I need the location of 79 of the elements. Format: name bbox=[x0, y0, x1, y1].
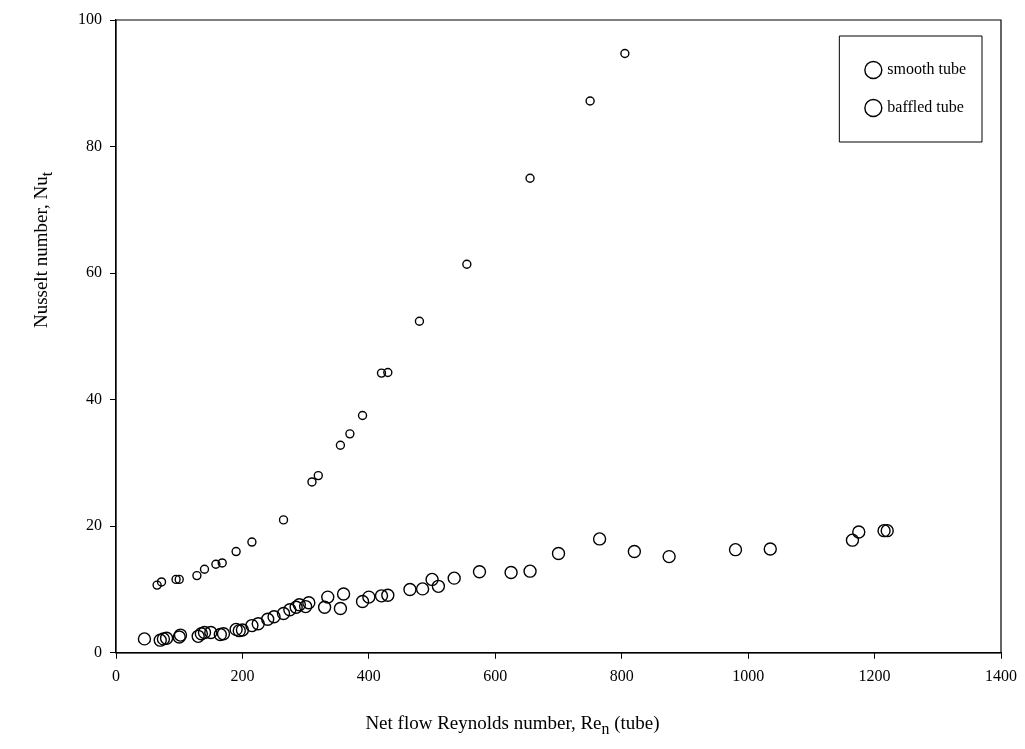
point bbox=[403, 582, 417, 597]
point bbox=[235, 623, 250, 637]
point bbox=[728, 542, 743, 557]
point bbox=[199, 564, 210, 574]
point bbox=[153, 633, 167, 647]
x-tick-label: 200 bbox=[230, 666, 255, 684]
x-tick-label: 0 bbox=[112, 666, 120, 684]
x-tick-label: 1000 bbox=[732, 666, 765, 684]
y-tick-label: 20 bbox=[86, 516, 102, 534]
point bbox=[414, 316, 425, 326]
point bbox=[313, 470, 323, 481]
x-tick-label: 1200 bbox=[858, 666, 891, 684]
point bbox=[307, 477, 317, 487]
point bbox=[333, 601, 348, 616]
point bbox=[472, 565, 487, 579]
point bbox=[335, 440, 346, 450]
point bbox=[425, 572, 439, 587]
legend-label: smooth tube bbox=[887, 60, 967, 78]
point bbox=[383, 367, 393, 378]
point bbox=[447, 571, 461, 585]
point bbox=[283, 603, 297, 617]
point bbox=[462, 259, 472, 269]
point bbox=[525, 173, 535, 183]
point bbox=[592, 532, 607, 546]
point bbox=[213, 627, 227, 642]
point bbox=[504, 565, 518, 580]
point bbox=[137, 632, 152, 646]
y-tick-label: 80 bbox=[86, 136, 102, 154]
point bbox=[231, 546, 241, 557]
legend-label: baffled tube bbox=[887, 98, 964, 116]
x-tick-label: 600 bbox=[483, 666, 508, 684]
point bbox=[362, 590, 376, 604]
point bbox=[620, 48, 630, 59]
point bbox=[551, 546, 566, 561]
point bbox=[292, 598, 307, 612]
point bbox=[852, 525, 866, 539]
point bbox=[376, 368, 387, 378]
point bbox=[204, 625, 218, 640]
point bbox=[247, 537, 257, 547]
y-tick-label: 60 bbox=[86, 263, 102, 281]
point bbox=[317, 600, 332, 614]
point bbox=[298, 599, 313, 614]
point bbox=[152, 580, 162, 590]
point bbox=[585, 96, 595, 106]
point bbox=[261, 612, 275, 626]
point bbox=[251, 616, 265, 631]
x-tick-label: 400 bbox=[356, 666, 381, 684]
point bbox=[302, 596, 316, 610]
point bbox=[321, 590, 335, 604]
point bbox=[381, 588, 395, 602]
point bbox=[523, 564, 537, 578]
y-tick-label: 100 bbox=[78, 10, 102, 28]
point bbox=[276, 606, 291, 621]
point bbox=[156, 577, 167, 587]
point bbox=[627, 544, 642, 559]
point bbox=[357, 410, 368, 421]
point bbox=[345, 429, 355, 439]
point bbox=[355, 594, 370, 609]
x-axis-title: Net flow Reynolds number, Re$_{n}$ (tube) bbox=[364, 712, 661, 738]
point bbox=[289, 600, 303, 614]
point bbox=[216, 627, 231, 641]
point bbox=[763, 542, 777, 556]
point bbox=[374, 589, 389, 603]
point bbox=[217, 558, 227, 568]
point bbox=[191, 629, 205, 644]
point bbox=[211, 559, 221, 569]
point bbox=[267, 610, 281, 624]
y-tick-label: 40 bbox=[86, 389, 102, 407]
point bbox=[336, 587, 351, 601]
point bbox=[845, 533, 860, 547]
x-tick-label: 1400 bbox=[985, 666, 1017, 684]
y-tick-label: 0 bbox=[94, 643, 102, 660]
point bbox=[415, 582, 430, 596]
point bbox=[245, 618, 259, 633]
point bbox=[278, 515, 289, 525]
point bbox=[662, 549, 676, 564]
point bbox=[431, 579, 446, 594]
point bbox=[192, 570, 202, 581]
x-tick-label: 800 bbox=[609, 666, 634, 684]
